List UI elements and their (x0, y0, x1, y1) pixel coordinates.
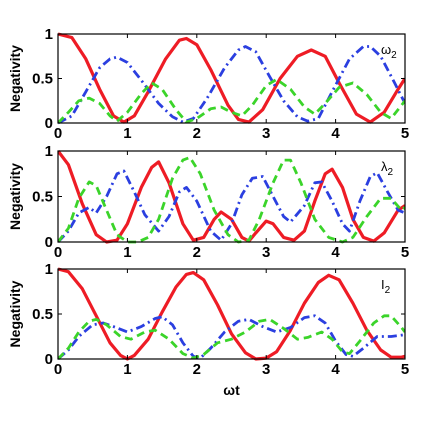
y-tick-label: 0.5 (32, 306, 53, 323)
x-tick-label: 3 (262, 361, 270, 378)
x-tick-label: 1 (123, 125, 131, 142)
panel-3: 0 1 2 3 4 5 0 0.5 1 Negativity I2 ωt (7, 261, 409, 398)
x-tick-label: 0 (54, 244, 62, 261)
plot-frame (57, 150, 406, 243)
series-line-3 (58, 78, 405, 124)
x-tick-label: 4 (331, 361, 340, 378)
y-tick-label: 1 (45, 26, 53, 43)
y-tick-label: 0.5 (32, 189, 53, 206)
panel-label: I2 (381, 277, 391, 296)
y-axis-title: Negativity (7, 163, 23, 230)
x-tick-label: 5 (401, 361, 409, 378)
x-tick-label: 0 (54, 125, 62, 142)
y-tick-label: 1 (45, 261, 53, 278)
y-tick-label: 1 (45, 143, 53, 160)
x-tick-label: 2 (193, 361, 201, 378)
y-axis-title: Negativity (7, 45, 23, 112)
y-axis-title: Negativity (7, 280, 23, 347)
panel-label: ω2 (381, 42, 397, 61)
panel-1: 0 1 2 3 4 5 0 0.5 1 Negativity ω2 (7, 26, 409, 142)
x-tick-label: 4 (331, 244, 340, 261)
series-line-3 (58, 156, 405, 244)
panel-2: 0 1 2 3 4 5 0 0.5 1 Negativity λ2 (7, 143, 409, 261)
y-tick-label: 0 (45, 115, 53, 132)
panel-label: λ2 (381, 159, 394, 178)
series-line-1 (58, 32, 405, 124)
x-tick-label: 1 (123, 361, 131, 378)
x-tick-label: 4 (331, 125, 340, 142)
y-tick-label: 0.5 (32, 71, 53, 88)
plot-frame (57, 268, 406, 360)
series-line-1 (58, 267, 405, 361)
x-tick-label: 5 (401, 244, 409, 261)
series-line-3 (58, 314, 405, 360)
series-group (58, 267, 405, 361)
y-tick-label: 0 (45, 351, 53, 368)
series-line-2 (58, 45, 405, 125)
series-line-2 (58, 169, 405, 243)
panel-label-subscript: 2 (385, 285, 391, 296)
y-tick-label: 0 (45, 234, 53, 251)
x-tick-label: 3 (262, 125, 270, 142)
x-tick-label: 2 (193, 125, 201, 142)
series-group (58, 150, 405, 244)
x-tick-label: 5 (401, 125, 409, 142)
panel-label-subscript: 2 (388, 167, 394, 178)
x-tick-label: 3 (262, 244, 270, 261)
x-tick-label: 0 (54, 361, 62, 378)
series-group (58, 32, 405, 125)
panel-label-subscript: 2 (391, 50, 397, 61)
series-line-1 (58, 150, 405, 244)
x-tick-label: 1 (123, 244, 131, 261)
series-line-2 (58, 314, 405, 361)
x-axis-title: ωt (223, 382, 240, 398)
x-tick-label: 2 (193, 244, 201, 261)
